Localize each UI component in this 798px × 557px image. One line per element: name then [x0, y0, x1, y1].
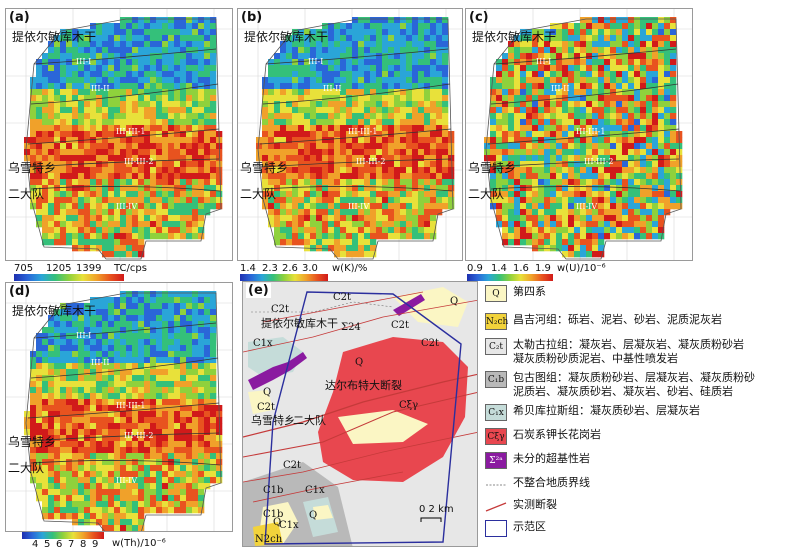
- legend-item-ultrabasic: Σ²ᵃ 未分的超基性岩: [485, 452, 590, 469]
- map-label: Cξγ: [399, 400, 419, 411]
- panel-label: (e): [246, 283, 271, 298]
- map-label: C1x: [305, 485, 325, 496]
- map-label: C2t: [391, 320, 410, 331]
- map-label: C1b: [263, 485, 284, 496]
- map-label: Q: [309, 510, 318, 521]
- map-label: C2t: [257, 402, 276, 413]
- place-label-top: 提依尔敏库木干: [261, 317, 338, 330]
- legend-item-unconformity: 不整合地质界线: [486, 476, 590, 489]
- place-label-top: 提依尔敏库木干: [12, 30, 97, 44]
- zone-label: III-III-1: [348, 127, 377, 136]
- legend: Q 第四系 N₂ch 昌吉河组：砾岩、泥岩、砂岩、泥质泥灰岩 C₂t 太勒古拉组…: [481, 279, 795, 545]
- colorbar-unit: w(Th)/10⁻⁶: [112, 538, 166, 549]
- map-label: Q: [450, 296, 459, 307]
- zone-label: III-IV: [116, 202, 137, 211]
- map-label: C2t: [271, 304, 290, 315]
- legend-item-fault: 实测断裂: [485, 498, 557, 515]
- colorbar-c: 0.9 1.4 1.6 1.9 w(U)/10⁻⁶: [467, 263, 687, 283]
- place-label-middle: 乌雪特乡: [251, 414, 295, 427]
- u-heatmap: III-I III-II III-III-1 III-III-2 III-IV: [466, 9, 692, 260]
- colorbar-b: 1.4 2.3 2.6 3.0 w(K)/%: [240, 263, 460, 283]
- map-label: C2t: [421, 338, 440, 349]
- zone-label: III-III-1: [116, 127, 145, 136]
- map-panel-b: III-I III-II III-III-1 III-III-2 III-IV (b) …: [237, 8, 463, 261]
- zone-label: III-III-2: [356, 157, 385, 166]
- zone-label: III-II: [551, 84, 570, 93]
- place-label-middle: 乌雪特乡: [8, 435, 57, 449]
- zone-label: III-I: [76, 331, 91, 340]
- map-label: C1b: [263, 509, 284, 520]
- zone-label: III-III-2: [124, 157, 153, 166]
- place-label-bottom: 二大队: [8, 461, 45, 475]
- zone-label: III-III-2: [124, 431, 153, 440]
- place-label-middle: 乌雪特乡: [468, 161, 517, 175]
- colorbar-unit: TC/cps: [114, 263, 147, 274]
- legend-item-granite: Cξγ 石炭系钾长花岗岩: [485, 428, 601, 445]
- map-label: Q: [355, 357, 364, 368]
- place-label-middle: 乌雪特乡: [8, 161, 57, 175]
- zone-label: III-II: [323, 84, 342, 93]
- legend-item-c1x: C₁x 希贝库拉斯组：凝灰质砂岩、层凝灰岩: [485, 404, 700, 421]
- zone-label: III-I: [308, 57, 323, 66]
- panel-label: (c): [469, 10, 489, 25]
- colorbar-ramp: [22, 532, 104, 539]
- zone-label: III-IV: [116, 476, 137, 485]
- map-panel-d: III-I III-II III-III-1 III-III-2 III-IV (d) …: [5, 282, 233, 532]
- place-label-top: 提依尔敏库木干: [244, 30, 329, 44]
- zone-label: III-I: [536, 57, 551, 66]
- zone-label: III-IV: [348, 202, 369, 211]
- k-heatmap: III-I III-II III-III-1 III-III-2 III-IV: [238, 9, 462, 260]
- panel-label: (d): [9, 284, 31, 299]
- panel-label: (a): [9, 10, 30, 25]
- place-label-top: 提依尔敏库木干: [472, 30, 557, 44]
- place-label-middle: 乌雪特乡: [240, 161, 289, 175]
- map-label: C1x: [253, 338, 273, 349]
- place-label-bottom: 二大队: [468, 187, 505, 201]
- geology-map: [243, 282, 477, 546]
- map-label: Q: [263, 387, 272, 398]
- th-heatmap: III-I III-II III-III-1 III-III-2 III-IV: [6, 283, 232, 531]
- place-label-top: 提依尔敏库木干: [12, 304, 97, 318]
- map-label: C2t: [283, 460, 302, 471]
- zone-label: III-IV: [576, 202, 597, 211]
- geology-map-panel-e: C2t C2t C2t C2t C2t C2t C1x C1x C1b C1b …: [242, 281, 478, 547]
- place-label-bottom: 二大队: [240, 187, 277, 201]
- map-label: C1x: [279, 520, 299, 531]
- zone-label: III-I: [76, 57, 91, 66]
- zone-label: III-II: [91, 358, 110, 367]
- map-panel-c: III-I III-II III-III-1 III-III-2 III-IV (c) …: [465, 8, 693, 261]
- fault-label: 达尔布特大断裂: [325, 379, 402, 392]
- legend-item-c1b: C₁b 包古图组：凝灰质粉砂岩、层凝灰岩、凝灰质粉砂 泥质岩、凝灰质砂岩、凝灰岩…: [485, 371, 755, 399]
- place-label-bottom: 二大队: [293, 414, 326, 427]
- colorbar-a: 705 1205 1399 TC/cps: [14, 263, 234, 283]
- map-label: C2t: [333, 292, 352, 303]
- panel-label: (b): [241, 10, 263, 25]
- colorbar-unit: w(K)/%: [332, 263, 368, 274]
- map-label: N2ch: [255, 534, 283, 545]
- zone-label: III-III-2: [584, 157, 613, 166]
- colorbar-d: 4 5 6 7 8 9 w(Th)/10⁻⁶: [22, 532, 242, 554]
- legend-item-quaternary: Q 第四系: [485, 285, 546, 302]
- colorbar-ramp: [467, 274, 553, 281]
- map-label: Σ24: [341, 322, 361, 333]
- legend-item-demo-area: 示范区: [485, 520, 546, 537]
- place-label-bottom: 二大队: [8, 187, 45, 201]
- map-panel-a: III-I III-II III-III-1 III-III-2 III-IV (a) …: [5, 8, 233, 261]
- legend-item-n2ch: N₂ch 昌吉河组：砾岩、泥岩、砂岩、泥质泥灰岩: [485, 313, 722, 330]
- zone-label: III-III-1: [116, 401, 145, 410]
- zone-label: III-II: [91, 84, 110, 93]
- legend-item-c2t: C₂t 太勒古拉组：凝灰岩、层凝灰岩、凝灰质粉砂岩 凝灰质粉砂质泥岩、中基性喷发…: [485, 338, 744, 366]
- colorbar-unit: w(U)/10⁻⁶: [557, 263, 606, 274]
- scale-bar-label: 0 2 km: [419, 504, 454, 515]
- colorbar-ramp: [14, 274, 124, 281]
- zone-label: III-III-1: [576, 127, 605, 136]
- map-label: Q: [273, 517, 282, 528]
- tc-heatmap: III-I III-II III-III-1 III-III-2 III-IV: [6, 9, 232, 260]
- colorbar-ramp: [240, 274, 328, 281]
